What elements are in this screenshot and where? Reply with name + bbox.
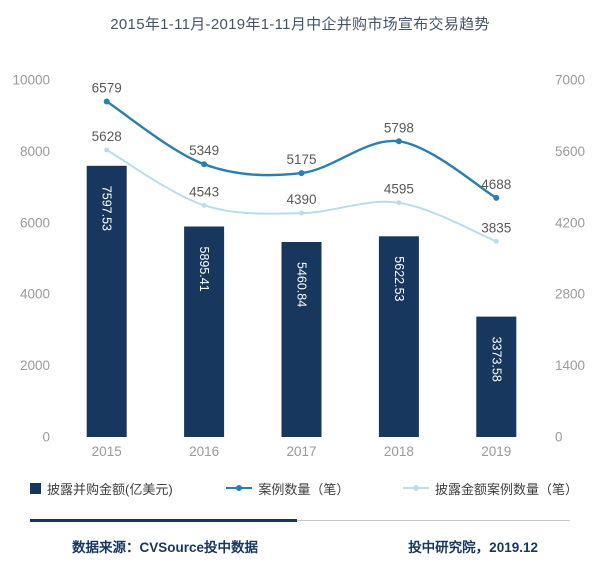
bar-value-label: 5622.53: [392, 256, 406, 301]
line-disclosed-cases-point-label: 5628: [92, 129, 122, 144]
left-axis-tick-label: 0: [42, 430, 50, 445]
x-axis-label: 2018: [384, 444, 414, 459]
line-cases-point-label: 5175: [286, 152, 316, 167]
footer-divider: [30, 519, 570, 524]
x-axis-label: 2017: [286, 444, 316, 459]
cases-line-marker-icon: [236, 485, 243, 491]
bar-2019: [476, 316, 517, 437]
right-axis-tick-label: 0: [555, 430, 563, 445]
left-axis-tick-label: 10000: [12, 73, 50, 88]
line-cases-point-label: 5349: [189, 143, 219, 158]
bar-value-label: 5460.84: [295, 262, 309, 307]
left-axis-tick-label: 4000: [20, 287, 50, 302]
x-axis-label: 2015: [92, 444, 122, 459]
right-axis-tick-label: 4200: [555, 215, 585, 230]
right-axis-tick-label: 5600: [555, 144, 585, 159]
x-axis-label: 2016: [189, 444, 219, 459]
disclosed-cases-line-marker-icon: [412, 485, 419, 491]
footer: 数据来源：CVSource投中数据 投中研究院，2019.12: [0, 531, 600, 561]
legend-item-cases-line: 案例数量（笔）: [226, 479, 349, 498]
footer-divider-navy-line: [30, 519, 298, 522]
line-cases-marker-icon: [103, 98, 110, 105]
bar-2017: [281, 242, 322, 437]
bar-2016: [184, 226, 225, 437]
bar-value-label: 7597.53: [100, 186, 114, 231]
line-cases-marker-icon: [395, 138, 402, 145]
chart-title: 2015年1-11月-2019年1-11月中企并购市场宣布交易趋势: [110, 16, 490, 33]
left-axis-tick-label: 6000: [20, 215, 50, 230]
line-cases-marker-icon: [201, 161, 208, 168]
bar-value-label: 3373.58: [489, 337, 503, 382]
chart-plot: 0 2000 4000 6000 8000 10000 0 1400 2800 4200 5600 7…: [12, 73, 585, 460]
line-disclosed-cases-marker-icon: [299, 210, 304, 216]
bar-2018: [378, 236, 419, 437]
bar-series-swatch-icon: [30, 482, 41, 494]
footer-divider-gray-line: [30, 520, 570, 521]
line-disclosed-cases-marker-icon: [104, 147, 110, 153]
publisher-text: 投中研究院，2019.12: [408, 540, 538, 555]
line-cases-point-label: 5798: [384, 120, 414, 135]
cases-line-swatch-icon: [226, 485, 253, 491]
line-cases-marker-icon: [298, 170, 305, 177]
legend-label-cases-line: 案例数量（笔）: [258, 481, 350, 497]
line-cases-point-label: 4688: [481, 177, 511, 192]
legend-label-disclosed-cases-line: 披露金额案例数量（笔）: [434, 481, 578, 497]
left-axis-tick-label: 8000: [20, 144, 50, 159]
line-cases: [105, 100, 498, 200]
x-axis-label: 2019: [481, 444, 511, 459]
disclosed-cases-line-swatch-icon: [402, 485, 429, 491]
legend-label-bar-series: 披露并购金额(亿美元): [47, 481, 173, 497]
right-axis-tick-label: 7000: [555, 73, 585, 88]
bar-value-label: 5895.41: [197, 247, 211, 292]
bar-2015: [86, 165, 127, 438]
data-source-text: 数据来源：CVSource投中数据: [72, 540, 259, 555]
line-disclosed-cases-marker-icon: [201, 202, 207, 208]
right-axis-tick-label: 1400: [555, 358, 585, 373]
right-axis-tick-label: 2800: [555, 287, 585, 302]
chart-legend: 披露并购金额(亿美元) 案例数量（笔） 披露金额案例数量（笔）: [30, 479, 578, 497]
line-disclosed-cases-point-label: 4543: [189, 184, 219, 199]
line-disclosed-cases-marker-icon: [396, 200, 402, 206]
legend-item-disclosed-cases-line: 披露金额案例数量（笔）: [402, 479, 578, 498]
line-disclosed-cases-point-label: 3835: [481, 220, 511, 235]
line-cases-marker-icon: [493, 194, 500, 201]
line-disclosed-cases-point-label: 4595: [384, 182, 414, 197]
line-disclosed-cases-point-label: 4390: [286, 192, 316, 207]
line-cases-point-label: 6579: [92, 81, 122, 96]
left-axis-tick-label: 2000: [20, 358, 50, 373]
legend-item-bar-series: 披露并购金额(亿美元): [30, 479, 173, 498]
line-disclosed-cases-marker-icon: [493, 238, 499, 244]
